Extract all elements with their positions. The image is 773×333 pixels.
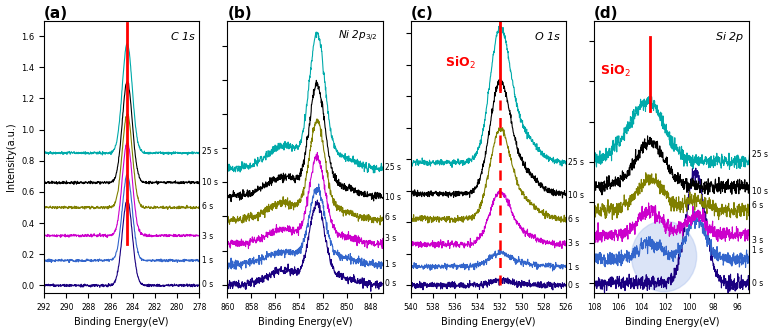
Text: O 1$s$: O 1$s$ [534,30,561,42]
Text: 0 s: 0 s [752,279,763,288]
Text: SiO$_2$: SiO$_2$ [445,55,475,71]
Text: Ni 2$p_{3/2}$: Ni 2$p_{3/2}$ [339,29,378,44]
Text: 25 s: 25 s [202,148,217,157]
X-axis label: Binding Energy(eV): Binding Energy(eV) [625,317,719,327]
Ellipse shape [632,221,696,292]
Text: 3 s: 3 s [752,236,763,245]
Text: C 1$s$: C 1$s$ [170,30,196,42]
Text: 0 s: 0 s [568,281,580,290]
Text: (c): (c) [410,6,434,21]
Text: 6 s: 6 s [752,201,763,210]
Text: 3 s: 3 s [385,234,397,243]
Text: 1 s: 1 s [752,246,763,255]
Y-axis label: Intensity(a.u.): Intensity(a.u.) [5,123,15,191]
Text: 25 s: 25 s [385,163,401,172]
Text: 3 s: 3 s [568,239,580,248]
Text: 1 s: 1 s [385,260,397,269]
Text: 10 s: 10 s [568,190,584,200]
Text: 0 s: 0 s [202,280,213,289]
Text: 6 s: 6 s [202,202,213,211]
Text: 0 s: 0 s [385,279,397,288]
X-axis label: Binding Energy(eV): Binding Energy(eV) [441,317,536,327]
Text: 10 s: 10 s [202,178,217,187]
Text: (d): (d) [594,6,618,21]
Text: 10 s: 10 s [385,193,401,202]
X-axis label: Binding Energy(eV): Binding Energy(eV) [258,317,352,327]
Text: 6 s: 6 s [385,213,397,222]
Text: (a): (a) [44,6,68,21]
Text: 3 s: 3 s [202,232,213,241]
Text: (b): (b) [227,6,252,21]
Text: 1 s: 1 s [568,263,580,272]
Text: 10 s: 10 s [752,187,768,196]
Text: 25 s: 25 s [568,159,584,167]
Text: SiO$_2$: SiO$_2$ [601,63,631,79]
Text: 6 s: 6 s [568,215,580,224]
Text: 1 s: 1 s [202,256,213,265]
Text: Si 2$p$: Si 2$p$ [716,30,744,44]
X-axis label: Binding Energy(eV): Binding Energy(eV) [74,317,169,327]
Text: 25 s: 25 s [752,151,768,160]
